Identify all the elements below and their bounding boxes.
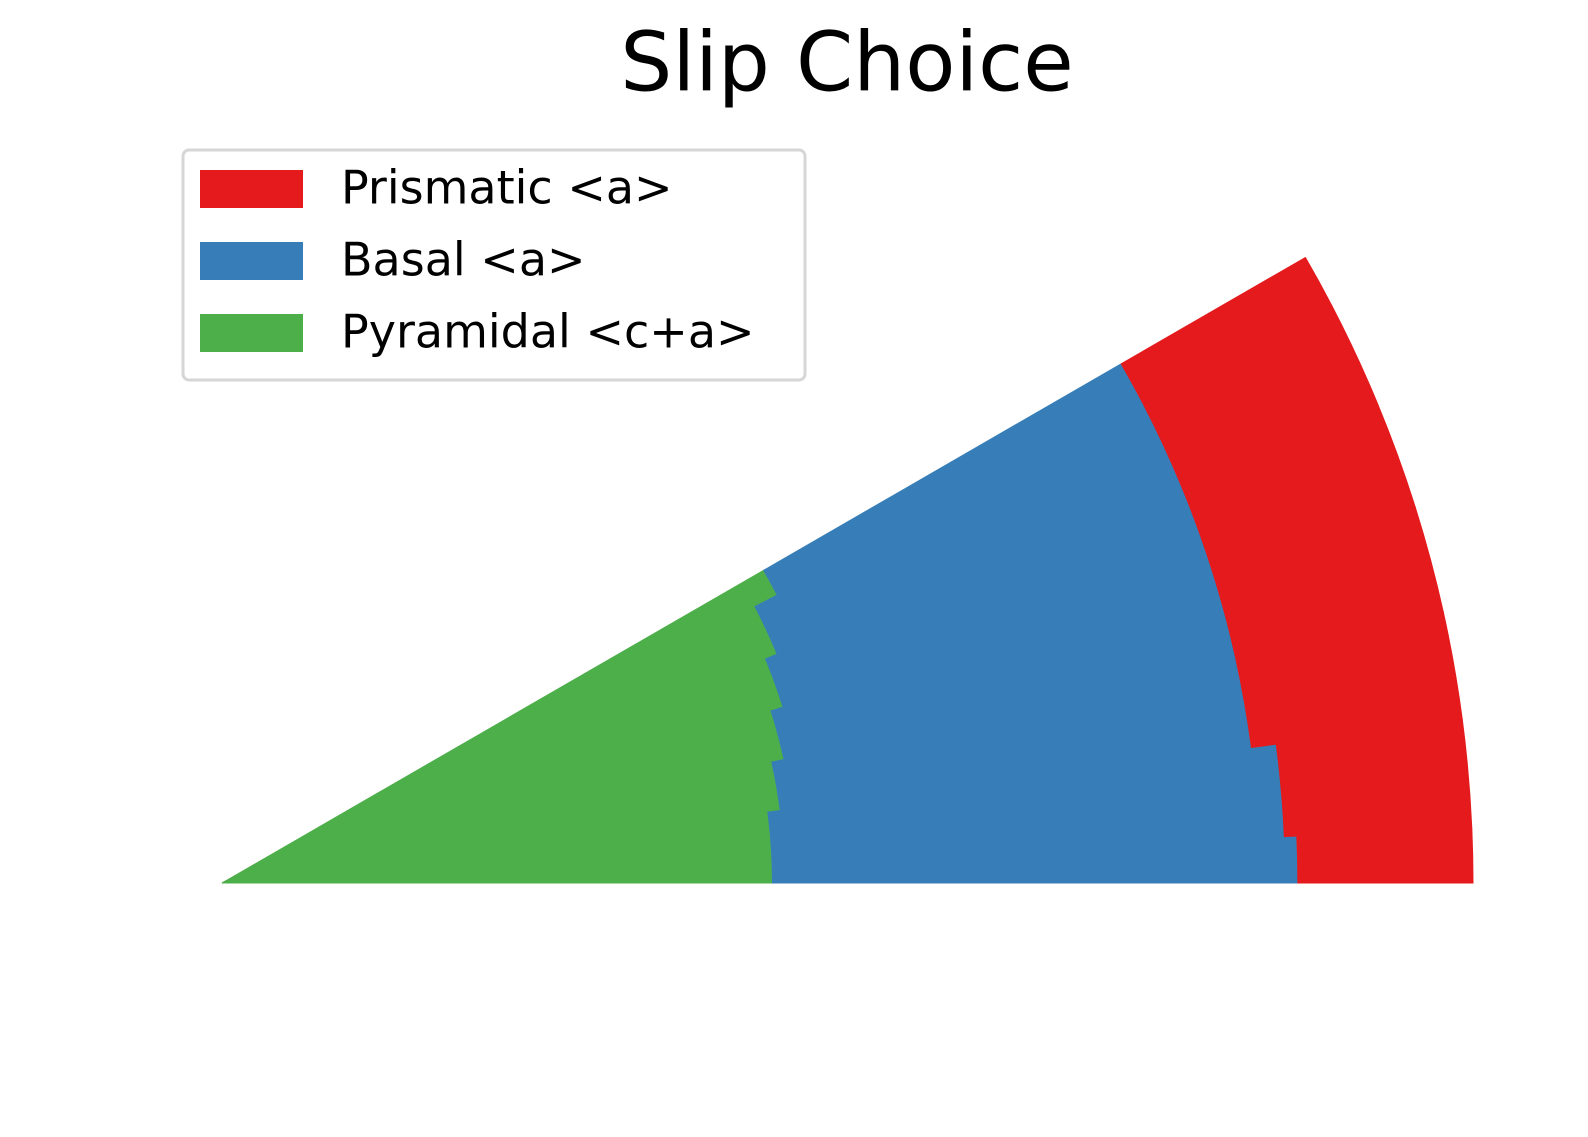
- wedge-segment: [1296, 827, 1474, 884]
- legend: Prismatic <a> Basal <a> Pyramidal <c+a>: [181, 148, 807, 382]
- legend-label: Prismatic <a>: [341, 161, 673, 215]
- legend-label: Pyramidal <c+a>: [341, 305, 755, 359]
- chart-title: Slip Choice: [620, 15, 1073, 110]
- wedge-segment: [1120, 256, 1333, 405]
- legend-frame: [181, 148, 807, 382]
- legend-swatch: [200, 314, 303, 352]
- legend-swatch: [200, 242, 303, 280]
- legend-label: Basal <a>: [341, 233, 586, 287]
- legend-swatch: [200, 170, 303, 208]
- plot-area: [221, 256, 1474, 884]
